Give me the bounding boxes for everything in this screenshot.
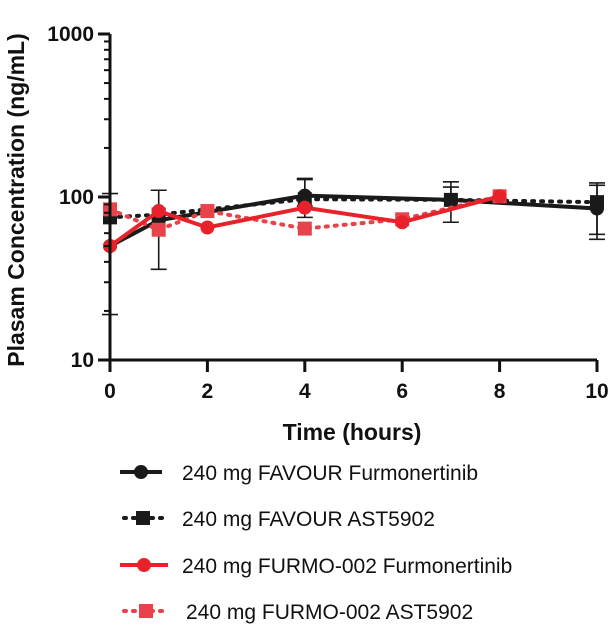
y-tick-label: 1000	[47, 23, 94, 46]
legend-label: 240 mg FURMO-002 AST5902	[186, 601, 473, 624]
legend-item: 240 mg FURMO-002 Furmonertinib	[120, 555, 512, 578]
x-tick-label: 2	[202, 380, 214, 403]
legend-item: 240 mg FURMO-002 AST5902	[122, 601, 473, 624]
data-point	[297, 188, 312, 203]
y-axis-title: Plasam Concentration (ng/mL)	[3, 33, 29, 367]
data-point	[297, 221, 312, 236]
x-axis-title: Time (hours)	[283, 419, 422, 445]
data-point	[297, 200, 312, 215]
legend-label: 240 mg FAVOUR AST5902	[182, 508, 435, 531]
legend-item: 240 mg FAVOUR AST5902	[122, 508, 435, 531]
data-point	[151, 222, 166, 237]
series-line	[108, 194, 502, 232]
legend: 240 mg FAVOUR Furmonertinib 240 mg FAVOUR…	[120, 462, 512, 624]
legend-label: 240 mg FURMO-002 Furmonertinib	[182, 555, 512, 578]
data-point	[395, 215, 410, 230]
legend-item: 240 mg FAVOUR Furmonertinib	[120, 462, 478, 485]
data-point	[200, 220, 215, 235]
data-point	[200, 204, 215, 219]
data-point	[492, 189, 507, 204]
data-point	[443, 192, 458, 207]
series-line	[108, 194, 501, 248]
legend-label: 240 mg FAVOUR Furmonertinib	[182, 462, 478, 485]
plot-area	[102, 177, 605, 316]
legend-marker	[136, 511, 150, 525]
x-tick-label: 0	[104, 380, 116, 403]
legend-marker	[139, 604, 153, 618]
data-point	[151, 204, 166, 219]
x-tick-label: 10	[585, 380, 608, 403]
axes: 10 100 1000 0 2 4 6 8 10	[47, 23, 608, 403]
x-tick-label: 8	[494, 380, 506, 403]
data-point	[590, 201, 604, 216]
legend-marker	[137, 558, 151, 572]
y-tick-label: 10	[71, 349, 94, 372]
legend-marker	[134, 465, 148, 479]
x-tick-label: 4	[299, 380, 311, 403]
y-tick-label: 100	[59, 186, 94, 209]
x-tick-label: 6	[396, 380, 408, 403]
